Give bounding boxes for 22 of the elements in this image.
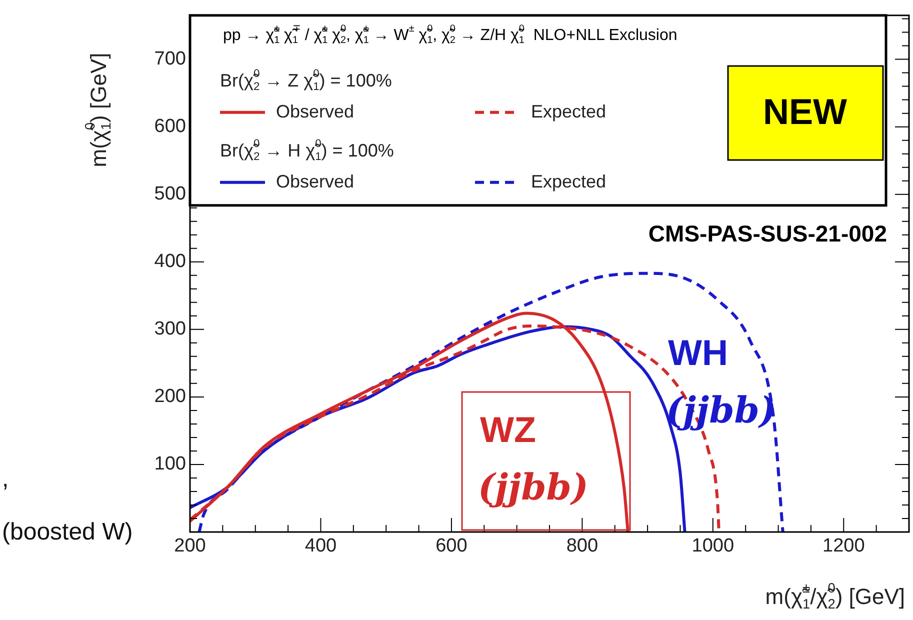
x-tick-label: 1200 bbox=[822, 536, 865, 557]
x-tick-label: 200 bbox=[174, 536, 206, 557]
legend-label: Observed bbox=[276, 171, 354, 192]
y-tick-label: 200 bbox=[154, 386, 186, 408]
legend-label: Observed bbox=[276, 101, 354, 122]
annotation: NEW bbox=[763, 90, 848, 132]
legend-label: Expected bbox=[531, 101, 606, 122]
y-tick-label: 600 bbox=[154, 116, 186, 138]
x-tick-label: 400 bbox=[304, 536, 337, 557]
annotation: WZ (jjbb) bbox=[478, 408, 588, 508]
x-tick-label: 800 bbox=[566, 536, 598, 557]
y-tick-label: 300 bbox=[154, 318, 186, 340]
y-tick-label: 700 bbox=[154, 48, 186, 70]
x-tick-label: 1000 bbox=[692, 536, 734, 557]
annotation: CMS-PAS-SUS-21-002 bbox=[648, 220, 888, 246]
text: (boosted W) bbox=[2, 518, 133, 546]
y-tick-label: 100 bbox=[154, 454, 186, 475]
x-tick-label: 600 bbox=[436, 536, 468, 557]
y-tick-label: 400 bbox=[154, 251, 186, 272]
y-tick-label: 500 bbox=[154, 184, 186, 205]
text: , bbox=[2, 466, 9, 493]
legend-label: Expected bbox=[531, 171, 606, 192]
